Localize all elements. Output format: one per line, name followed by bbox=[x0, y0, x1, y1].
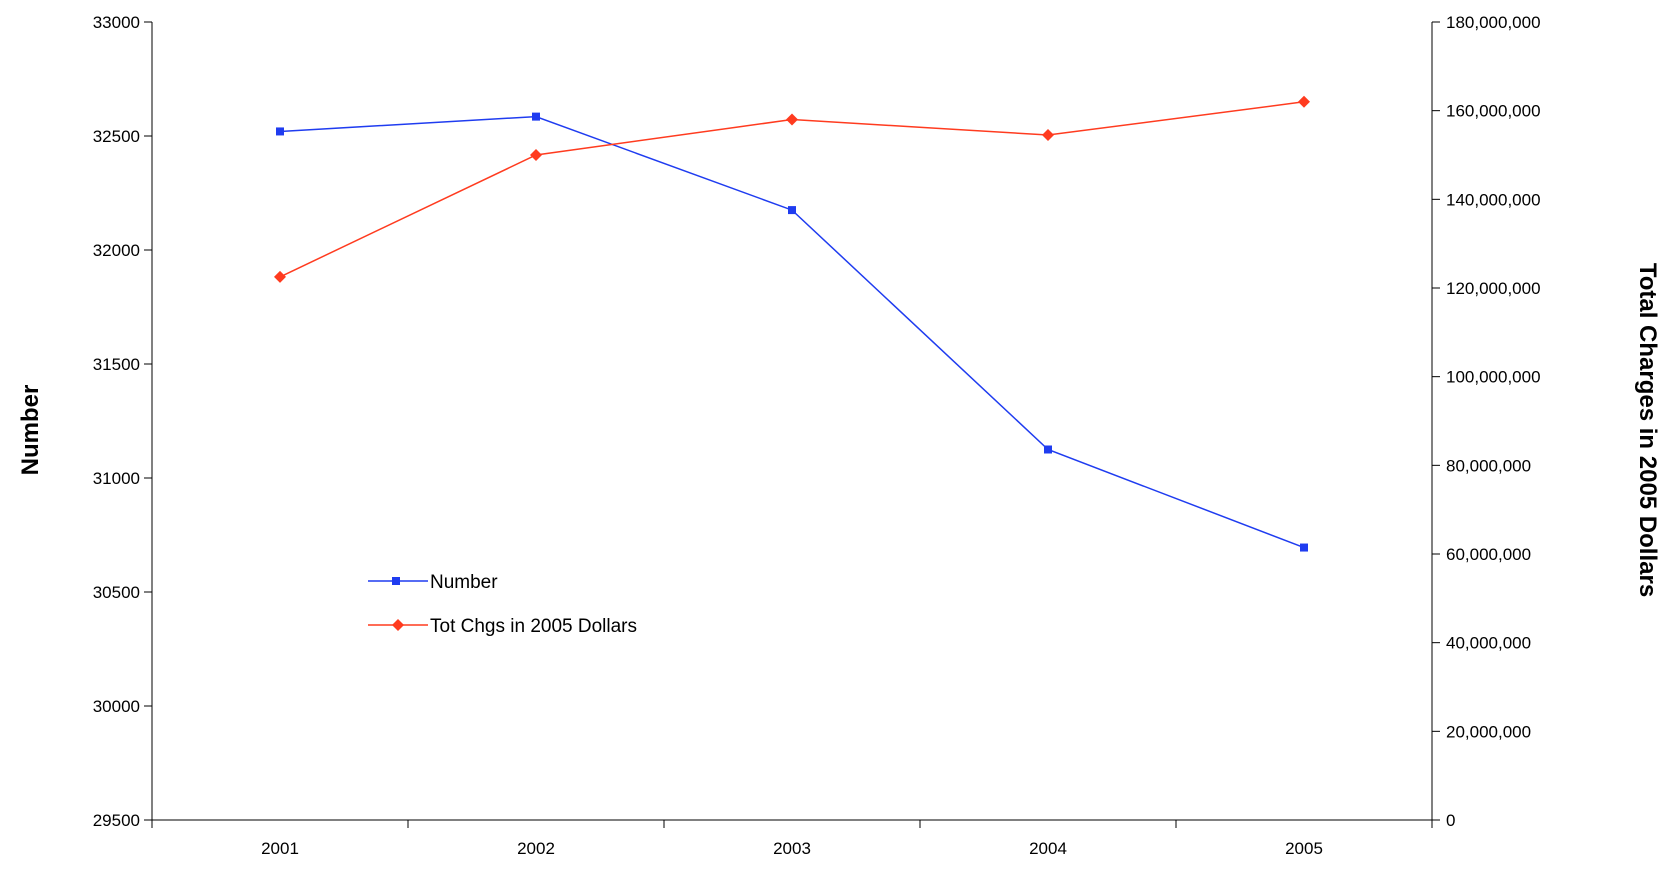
legend-marker-number bbox=[392, 577, 400, 585]
left-tick-label: 32500 bbox=[93, 127, 140, 146]
data-point bbox=[788, 206, 796, 215]
legend-marker-charges bbox=[392, 619, 404, 631]
right-tick-label: 140,000,000 bbox=[1446, 190, 1541, 209]
left-axis-title: Number bbox=[17, 385, 44, 476]
data-point bbox=[786, 113, 798, 126]
right-axis-ticks: 0 20,000,000 40,000,000 60,000,000 80,000,00… bbox=[1432, 13, 1541, 830]
series-layer bbox=[274, 95, 1310, 552]
x-axis-ticks: 2001 2002 2003 2004 2005 bbox=[151, 820, 1433, 858]
x-tick-label: 2005 bbox=[1285, 839, 1323, 858]
right-tick-label: 20,000,000 bbox=[1446, 722, 1531, 741]
data-point bbox=[530, 149, 542, 161]
series-number bbox=[276, 112, 1308, 552]
data-point bbox=[1298, 95, 1310, 108]
data-point bbox=[1300, 543, 1308, 552]
legend-label-number: Number bbox=[430, 572, 498, 593]
left-tick-label: 30500 bbox=[93, 583, 140, 602]
right-tick-label: 0 bbox=[1446, 811, 1455, 830]
data-point bbox=[274, 270, 286, 283]
series-line bbox=[279, 101, 1305, 278]
left-axis-ticks: 29500 30000 30500 31000 31500 32000 32500 33000 bbox=[93, 13, 152, 830]
right-tick-label: 40,000,000 bbox=[1446, 634, 1531, 653]
x-tick-label: 2002 bbox=[517, 839, 555, 858]
x-tick-label: 2003 bbox=[773, 839, 811, 858]
x-tick-label: 2004 bbox=[1029, 839, 1067, 858]
data-point bbox=[1042, 129, 1054, 142]
x-tick-label: 2001 bbox=[261, 839, 299, 858]
axes bbox=[151, 22, 1433, 821]
right-tick-label: 80,000,000 bbox=[1446, 456, 1531, 475]
right-tick-label: 180,000,000 bbox=[1446, 13, 1541, 32]
legend: Number Tot Chgs in 2005 Dollars bbox=[368, 572, 637, 637]
right-axis-title: Total Charges in 2005 Dollars bbox=[1634, 263, 1661, 597]
right-tick-label: 120,000,000 bbox=[1446, 279, 1541, 298]
left-tick-label: 32000 bbox=[93, 241, 140, 260]
series-line bbox=[279, 115, 1305, 549]
data-point bbox=[532, 112, 540, 121]
left-tick-label: 31000 bbox=[93, 469, 140, 488]
left-tick-label: 29500 bbox=[93, 811, 140, 830]
left-tick-label: 33000 bbox=[93, 13, 140, 32]
data-point bbox=[276, 127, 284, 136]
right-tick-label: 60,000,000 bbox=[1446, 545, 1531, 564]
left-tick-label: 31500 bbox=[93, 355, 140, 374]
legend-label-charges: Tot Chgs in 2005 Dollars bbox=[430, 616, 637, 637]
right-tick-label: 100,000,000 bbox=[1446, 368, 1541, 387]
right-tick-label: 160,000,000 bbox=[1446, 102, 1541, 121]
left-tick-label: 30000 bbox=[93, 697, 140, 716]
data-point bbox=[1044, 445, 1052, 454]
series-charges bbox=[274, 95, 1310, 283]
